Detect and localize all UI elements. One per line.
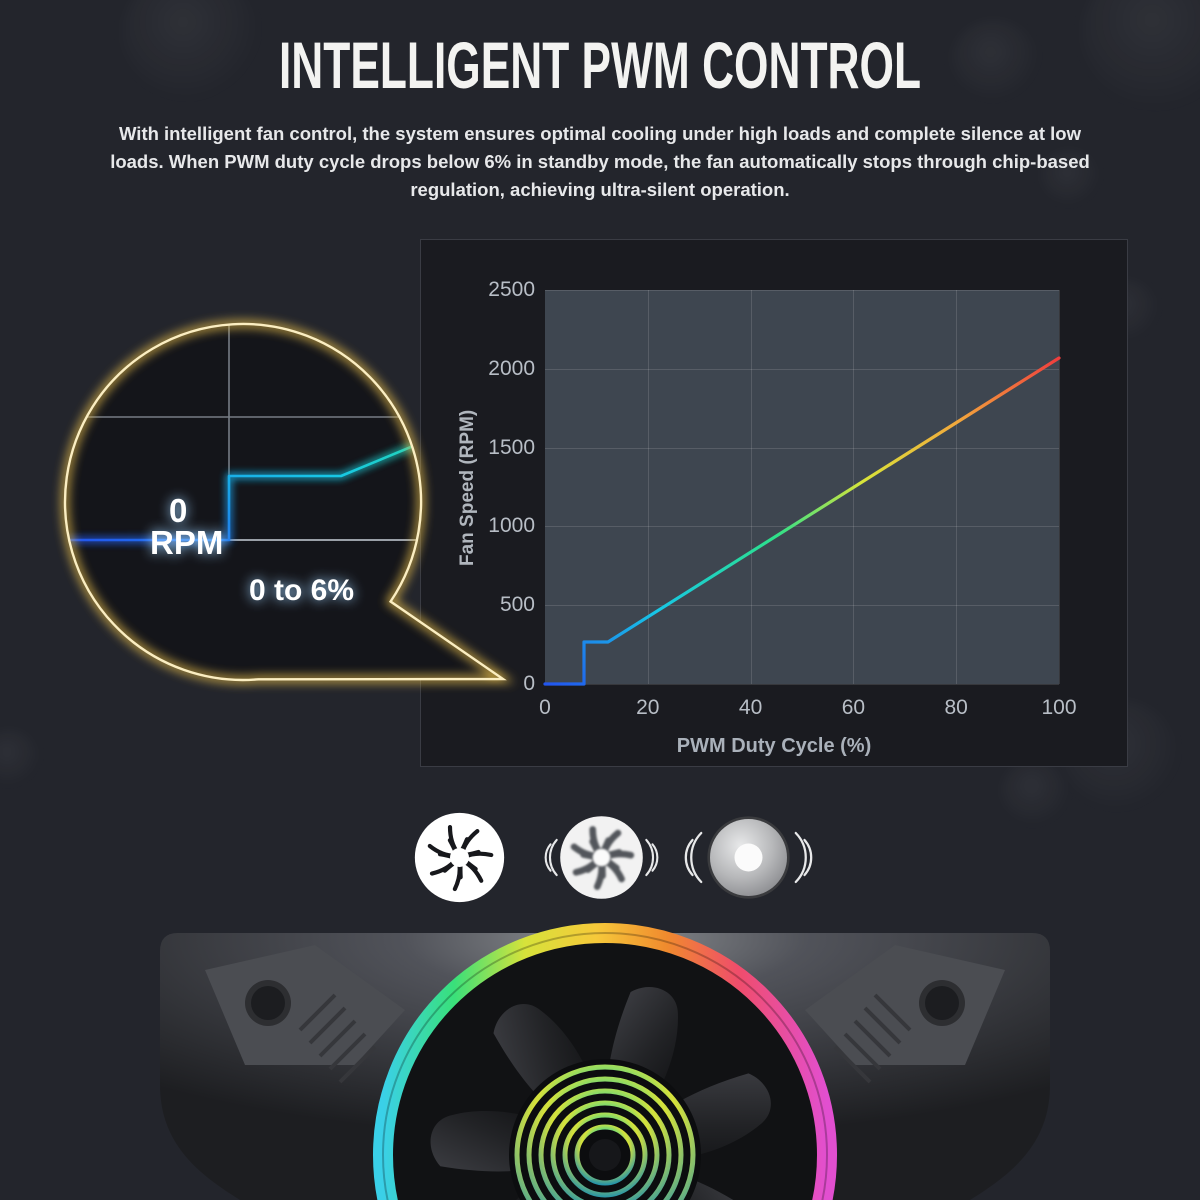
svg-text:0 to 6%: 0 to 6%	[249, 574, 354, 607]
svg-text:RPM: RPM	[150, 524, 223, 561]
